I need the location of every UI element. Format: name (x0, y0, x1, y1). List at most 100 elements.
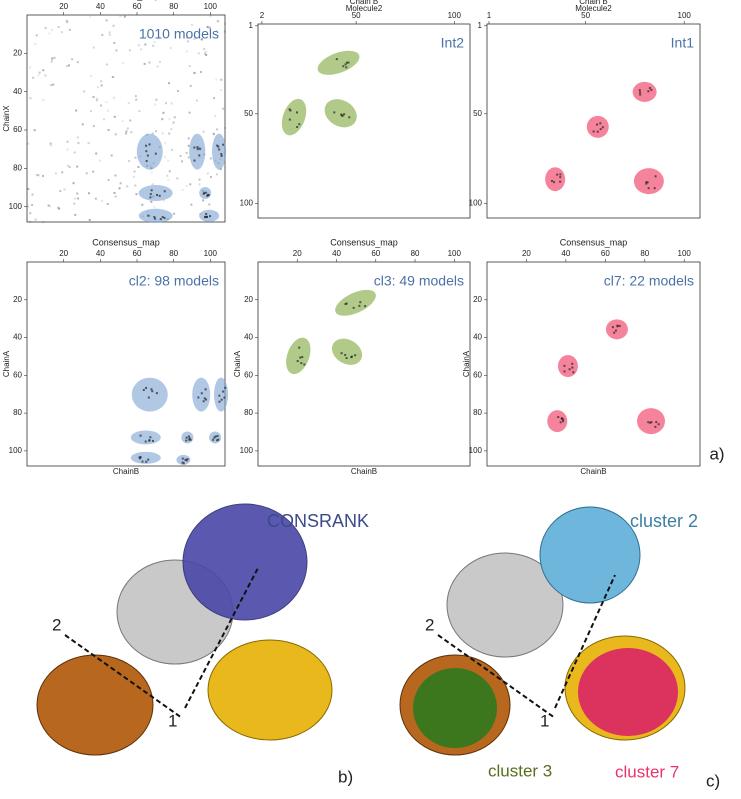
axis-subtitle: Molecule2 (575, 4, 612, 13)
cluster-ellipse (176, 454, 191, 465)
cluster-ellipse (317, 50, 360, 75)
y-tick-label: 40 (13, 333, 22, 342)
contact-speck (188, 111, 191, 114)
x-tick-label: 1 (487, 11, 492, 20)
contact-dot (645, 181, 648, 184)
map-title: Consensus_map (330, 237, 398, 247)
contact-dot (563, 370, 566, 373)
contact-dot (345, 357, 348, 360)
contact-speck (173, 116, 176, 119)
contact-dot (147, 214, 150, 217)
contact-dot (345, 61, 348, 64)
contact-speck (123, 15, 126, 18)
contact-dot (342, 65, 345, 68)
contact-speck (85, 172, 88, 175)
contact-speck (58, 207, 61, 210)
x-tick-label: 20 (59, 249, 68, 258)
cluster-ellipse (547, 410, 568, 433)
contact-speck (98, 159, 101, 162)
contact-dot (151, 390, 154, 393)
contact-speck (176, 90, 179, 93)
x-tick-label: 100 (204, 2, 218, 11)
contact-dot (214, 435, 217, 438)
contact-speck (66, 65, 69, 68)
contact-speck (166, 174, 169, 177)
contact-speck (66, 140, 69, 143)
contact-dot (654, 425, 657, 428)
x-tick-label: 100 (448, 11, 462, 20)
contact-dot (654, 175, 657, 178)
contact-dot (185, 436, 188, 439)
y-tick-label: 1 (478, 21, 483, 30)
contact-speck (185, 50, 188, 53)
contact-speck (197, 52, 200, 55)
contact-dot (340, 352, 343, 355)
contact-dot (147, 396, 150, 399)
contact-speck (176, 177, 179, 180)
contact-speck (204, 50, 207, 53)
contact-speck (167, 82, 170, 85)
contact-speck (164, 156, 167, 159)
y-axis-label: ChainA (2, 350, 11, 377)
y-tick-label: 100 (9, 446, 23, 455)
cluster-ellipse (335, 289, 376, 316)
contact-speck (130, 131, 133, 134)
y-tick-label: 60 (244, 370, 253, 379)
contact-speck (100, 104, 103, 107)
contact-speck (203, 48, 206, 51)
contact-speck (29, 97, 32, 100)
lightblue-protein (539, 506, 641, 604)
contact-dot (218, 394, 221, 397)
contact-speck (50, 60, 53, 63)
x-tick-label: 100 (204, 249, 218, 258)
contact-dot (216, 435, 219, 438)
contact-dot (645, 182, 648, 185)
contact-speck (74, 213, 77, 216)
contact-speck (31, 193, 34, 196)
contact-speck (167, 178, 170, 181)
dashed-line (554, 574, 616, 709)
contact-dot (139, 456, 142, 459)
contact-dot (647, 90, 650, 93)
contact-dot (296, 360, 299, 363)
x-tick-label: 100 (448, 249, 462, 258)
contact-speck (152, 44, 155, 47)
contact-dot (611, 326, 614, 329)
contact-speck (48, 32, 51, 35)
y-tick-label: 60 (13, 370, 22, 379)
brown-protein (36, 654, 154, 756)
x-tick-label: 40 (96, 2, 105, 11)
contact-speck (73, 202, 76, 205)
contact-dot (151, 439, 154, 442)
contact-dot (592, 130, 595, 133)
contact-dot (655, 421, 658, 424)
contact-dot (345, 302, 348, 305)
contact-dot (599, 122, 602, 125)
x-axis-label: ChainB (113, 467, 139, 476)
contact-speck (35, 174, 38, 177)
y-tick-label: 80 (473, 408, 482, 417)
contact-speck (51, 57, 54, 60)
contact-speck (132, 175, 135, 178)
contact-speck (57, 25, 60, 28)
contact-dot (340, 114, 343, 117)
y-tick-label: 50 (473, 109, 482, 118)
y-tick-label: 50 (244, 109, 253, 118)
contact-dot (646, 181, 649, 184)
contact-speck (112, 24, 115, 27)
contact-speck (150, 171, 153, 174)
contact-speck (154, 103, 157, 106)
contact-speck (209, 15, 212, 18)
contact-speck (100, 84, 103, 87)
contact-speck (44, 27, 47, 30)
contact-speck (118, 187, 121, 190)
contact-dot (559, 421, 562, 424)
contact-speck (126, 185, 129, 188)
contact-dot (212, 438, 215, 441)
contact-speck (206, 25, 209, 28)
contact-dot (153, 216, 156, 219)
contact-speck (50, 84, 53, 87)
contact-speck (135, 193, 138, 196)
contact-speck (73, 151, 76, 154)
contact-speck (161, 118, 164, 121)
